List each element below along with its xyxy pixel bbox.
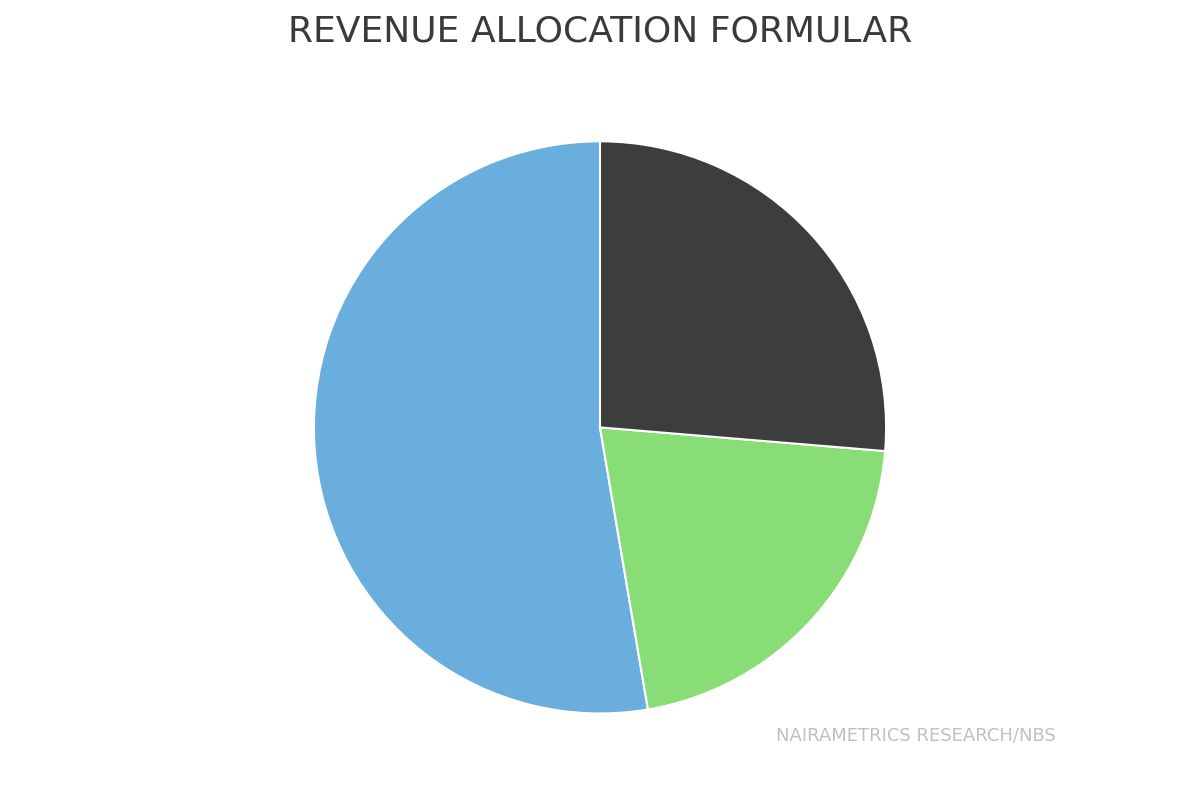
Wedge shape [600,427,886,710]
Text: NAIRAMETRICS RESEARCH/NBS: NAIRAMETRICS RESEARCH/NBS [776,726,1056,744]
Title: REVENUE ALLOCATION FORMULAR: REVENUE ALLOCATION FORMULAR [288,15,912,49]
Wedge shape [600,142,886,451]
Wedge shape [314,142,648,714]
